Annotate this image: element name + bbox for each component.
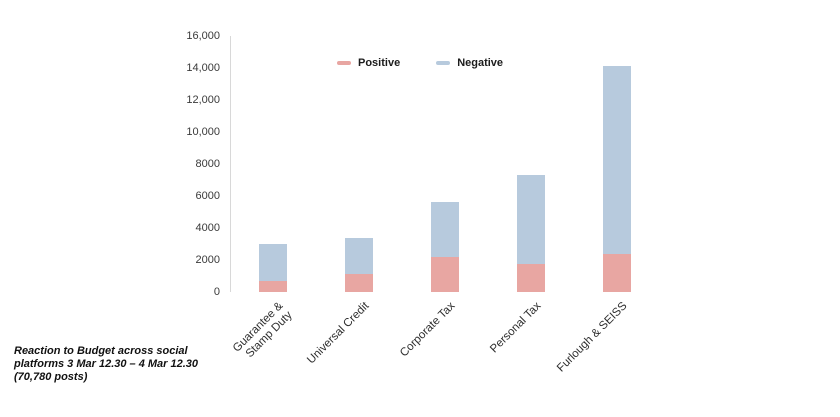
bar-segment-positive [431, 256, 459, 292]
caption-line-3: (70,780 posts) [14, 371, 88, 383]
legend-label: Negative [457, 57, 504, 69]
chart-caption: Reaction to Budget across social platfor… [14, 345, 198, 384]
y-tick-label: 12,000 [186, 94, 220, 106]
bar-segment-positive [345, 274, 373, 292]
caption-line-2: platforms 3 Mar 12.30 – 4 Mar 12.30 [14, 358, 199, 370]
y-tick-label: 2000 [195, 254, 220, 266]
y-tick-label: 8000 [195, 158, 220, 170]
bar-segment-positive [259, 280, 287, 292]
bar-segment-negative [517, 175, 545, 264]
bar-segment-positive [603, 253, 631, 292]
legend-marker-icon [436, 61, 451, 65]
y-axis-line [230, 36, 231, 292]
bar-segment-negative [431, 201, 459, 257]
bar-segment-positive [517, 264, 545, 292]
caption-line-1: Reaction to Budget across social [14, 345, 188, 357]
chart-legend: Positive Negative [337, 57, 503, 69]
x-axis-label: Furlough & SEISS [555, 300, 630, 375]
y-tick-label: 14,000 [186, 62, 220, 74]
bar-segment-negative [345, 237, 373, 275]
bar-segment-negative [259, 244, 287, 281]
legend-item-positive: Positive [337, 57, 400, 69]
y-tick-label: 16,000 [186, 30, 220, 42]
legend-label: Positive [358, 57, 401, 69]
stacked-bar-chart: Positive Negative Reaction to Budget acro… [14, 30, 631, 384]
legend-item-negative: Negative [436, 57, 503, 69]
y-tick-label: 6000 [195, 190, 220, 202]
bar-segment-negative [603, 66, 631, 254]
y-tick-label: 0 [213, 286, 220, 298]
y-tick-label: 10,000 [186, 126, 220, 138]
legend-marker-icon [337, 61, 351, 65]
y-tick-label: 4000 [195, 222, 220, 234]
